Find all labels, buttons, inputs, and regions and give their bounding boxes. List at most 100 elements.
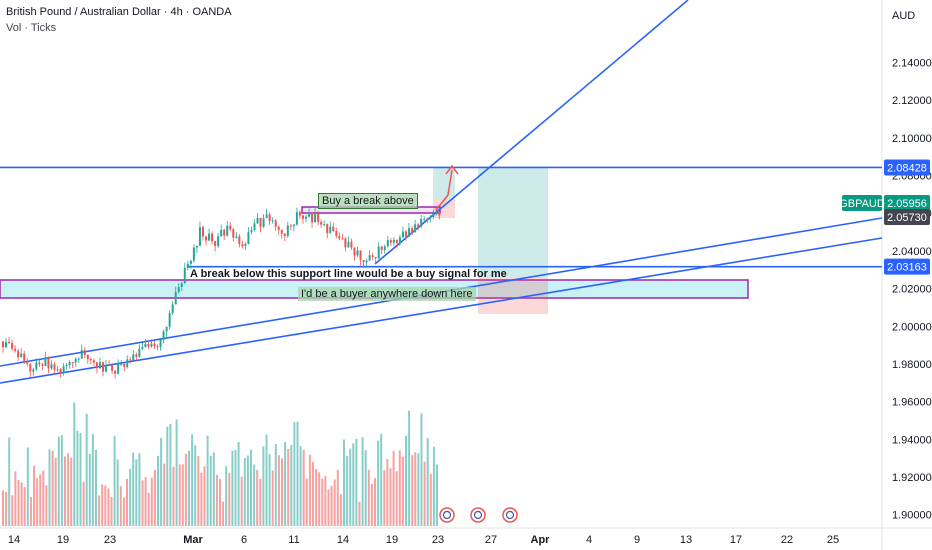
volume-bar — [389, 468, 392, 526]
volume-bar — [281, 458, 283, 526]
lower-trendline — [0, 237, 883, 384]
volume-bar — [157, 456, 159, 526]
economic-event-icon — [502, 507, 518, 523]
volume-bar — [318, 472, 321, 526]
volume-bar — [222, 501, 225, 526]
candle-body — [5, 341, 8, 347]
candle-body — [144, 343, 147, 347]
annotation-buy-break[interactable]: Buy a break above — [318, 193, 418, 209]
candle-body — [326, 224, 329, 234]
volume-bar — [82, 481, 85, 526]
candle-body — [429, 217, 432, 220]
annotation-support-break[interactable]: A break below this support line would be… — [190, 268, 507, 280]
volume-bar — [153, 469, 156, 526]
volume-bar — [401, 456, 404, 526]
volume-bar — [14, 471, 17, 526]
candle-body — [395, 239, 398, 243]
volume-bar — [129, 468, 132, 526]
badge-last-price: 2.05956 — [884, 195, 930, 211]
x-tick-label: 25 — [827, 534, 839, 546]
volume-bar — [17, 479, 20, 526]
volume-bar — [246, 455, 249, 526]
volume-bar — [377, 440, 380, 526]
volume-bar — [166, 426, 169, 526]
volume-bar — [321, 478, 324, 526]
volume-bar — [287, 449, 290, 526]
volume-bar — [150, 477, 153, 526]
candle-body — [329, 226, 332, 234]
candle-body — [38, 362, 41, 365]
price-badge-text: 2.05956 — [887, 198, 927, 210]
candle-body — [150, 343, 153, 347]
volume-bar — [324, 475, 327, 526]
projection-arrow-line — [435, 169, 453, 211]
candle-body — [101, 362, 104, 372]
y-tick-label: 1.92000 — [892, 472, 932, 484]
volume-bar — [57, 436, 60, 526]
candle-body — [80, 350, 83, 359]
y-tick-label: 2.10000 — [892, 133, 932, 145]
candle-body — [353, 247, 356, 256]
candle-body — [211, 233, 214, 242]
volume-bar — [417, 453, 420, 526]
volume-bar — [2, 490, 4, 526]
volume-bar — [51, 450, 54, 526]
candle-body — [314, 213, 317, 223]
candle-body — [359, 250, 362, 261]
volume-bar — [265, 434, 268, 526]
candle-body — [226, 225, 229, 236]
candle-body — [126, 359, 129, 367]
volume-bar — [209, 455, 212, 526]
y-tick-label: 2.02000 — [892, 284, 932, 296]
volume-bar — [88, 453, 91, 526]
candle-body — [368, 255, 371, 261]
candle-body — [2, 341, 4, 347]
price-badge-bg — [884, 159, 930, 176]
volume-bar — [383, 470, 386, 526]
x-tick-label: 14 — [8, 534, 20, 546]
candle-body — [371, 255, 374, 257]
candle-body — [414, 224, 417, 232]
candle-body — [53, 364, 56, 370]
y-tick-label: 2.04000 — [892, 246, 932, 258]
candle-body — [417, 224, 420, 227]
candle-body — [114, 370, 117, 374]
candle-body — [341, 238, 344, 240]
candle-body — [23, 353, 26, 362]
x-tick-label: 19 — [386, 534, 398, 546]
candle-body — [383, 246, 386, 250]
x-tick-label: 9 — [634, 534, 640, 546]
volume-bar — [277, 455, 280, 526]
volume-bar — [73, 402, 76, 526]
candle-body — [305, 216, 307, 219]
volume-bar — [250, 449, 252, 526]
volume-bar — [274, 444, 277, 526]
candle-body — [108, 364, 111, 366]
volume-bar — [184, 453, 187, 526]
volume-bar — [284, 442, 287, 526]
volume-bar — [374, 478, 376, 526]
volume-bar — [79, 432, 82, 526]
candle-body — [232, 229, 235, 238]
candle-body — [398, 237, 401, 243]
annotation-buyer-zone[interactable]: I'd be a buyer anywhere down here — [298, 287, 476, 301]
x-tick-label: 13 — [680, 534, 692, 546]
candle-body — [86, 354, 89, 359]
volume-bar — [70, 457, 73, 526]
candle-body — [205, 236, 208, 241]
candle-body — [17, 350, 20, 358]
candle-body — [141, 346, 144, 349]
volume-bars — [2, 402, 438, 526]
candle-body — [338, 236, 341, 239]
candle-body — [292, 224, 295, 227]
plot-area — [0, 0, 882, 528]
volume-bar — [48, 449, 51, 526]
volume-bar — [197, 456, 200, 526]
candle-body — [365, 260, 368, 263]
volume-bar — [436, 464, 438, 526]
x-tick-label: 4 — [586, 534, 592, 546]
volume-bar — [144, 477, 147, 526]
candle-body — [98, 362, 101, 369]
candle-body — [235, 236, 238, 238]
